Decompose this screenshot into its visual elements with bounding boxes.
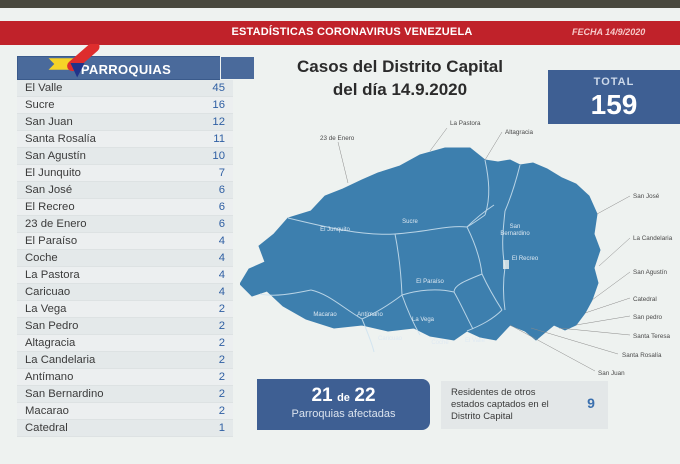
svg-text:La Pastora: La Pastora — [450, 120, 481, 127]
svg-text:San: San — [510, 224, 521, 230]
svg-text:San José: San José — [633, 193, 660, 200]
svg-text:Caricuao: Caricuao — [378, 336, 403, 342]
svg-text:Catedral: Catedral — [633, 296, 657, 303]
svg-text:El Paraíso: El Paraíso — [416, 279, 444, 285]
svg-text:La Candelaria: La Candelaria — [633, 235, 673, 242]
svg-text:El Valle: El Valle — [465, 338, 486, 344]
svg-text:Sucre: Sucre — [402, 219, 418, 225]
svg-text:Bernardino: Bernardino — [500, 231, 530, 237]
svg-text:San pedro: San pedro — [633, 314, 663, 321]
svg-text:Coche: Coche — [431, 340, 449, 346]
svg-text:23 de Enero: 23 de Enero — [320, 135, 355, 142]
svg-text:Antímano: Antímano — [357, 312, 383, 318]
svg-text:El Junquito: El Junquito — [320, 227, 350, 233]
svg-text:San Agustín: San Agustín — [633, 269, 667, 276]
svg-text:Macarao: Macarao — [313, 312, 337, 318]
svg-text:Santa Teresa: Santa Teresa — [633, 333, 670, 340]
svg-text:San Juan: San Juan — [598, 370, 625, 377]
svg-text:Altagracia: Altagracia — [505, 129, 533, 136]
svg-text:Santa Rosalía: Santa Rosalía — [622, 352, 662, 359]
svg-text:La Vega: La Vega — [412, 317, 435, 323]
svg-text:El Recreo: El Recreo — [512, 256, 539, 262]
